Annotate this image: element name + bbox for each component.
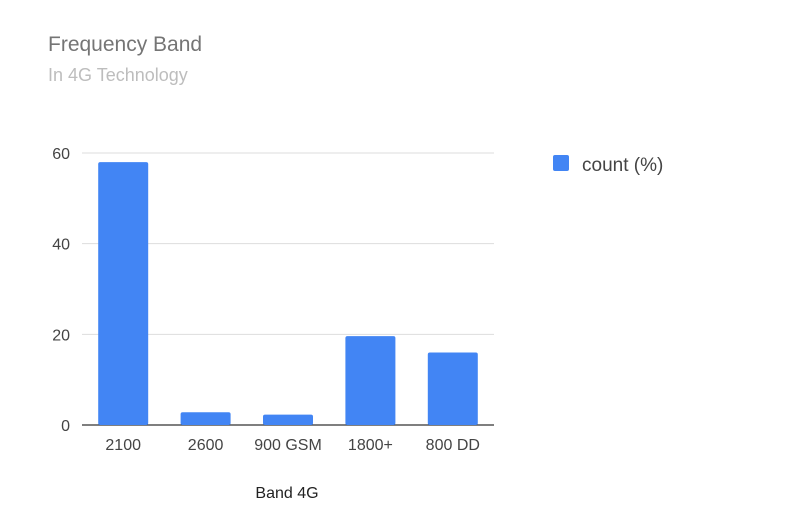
bar-2100[interactable] bbox=[98, 162, 149, 426]
chart-subtitle: In 4G Technology bbox=[48, 65, 188, 85]
y-tick-label: 20 bbox=[52, 327, 70, 344]
x-tick-label: 2100 bbox=[105, 437, 141, 454]
y-tick-label: 60 bbox=[52, 146, 70, 163]
bars bbox=[98, 162, 478, 426]
bar-2600[interactable] bbox=[180, 412, 231, 425]
y-tick-label: 40 bbox=[52, 237, 70, 254]
y-tick-label: 0 bbox=[61, 418, 70, 435]
legend-label: count (%) bbox=[582, 155, 663, 176]
x-axis-title: Band 4G bbox=[255, 485, 318, 502]
bar-1800[interactable] bbox=[345, 336, 396, 425]
chart-title: Frequency Band bbox=[48, 33, 203, 56]
bar-900-gsm[interactable] bbox=[263, 414, 313, 425]
legend-swatch bbox=[553, 155, 569, 171]
x-tick-label: 1800+ bbox=[348, 437, 393, 454]
y-axis-ticks: 0 20 40 60 bbox=[52, 146, 70, 435]
x-tick-label: 800 DD bbox=[426, 437, 480, 454]
x-axis-ticks: 2100 2600 900 GSM 1800+ 800 DD bbox=[105, 437, 480, 454]
bar-800-dd[interactable] bbox=[427, 352, 478, 425]
x-tick-label: 2600 bbox=[188, 437, 224, 454]
x-tick-label: 900 GSM bbox=[254, 437, 322, 454]
legend[interactable]: count (%) bbox=[553, 155, 663, 176]
